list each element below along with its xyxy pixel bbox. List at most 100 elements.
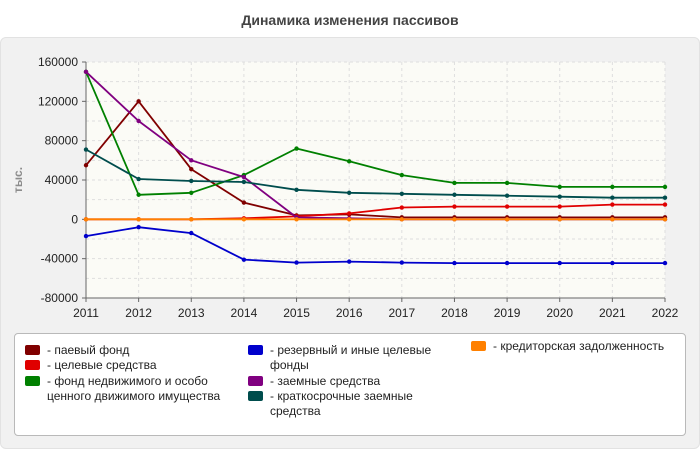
- data-point: [241, 257, 247, 262]
- data-point: [136, 192, 141, 197]
- series-line: [85, 71, 665, 196]
- data-point: [662, 217, 668, 222]
- data-point: [136, 225, 141, 230]
- series-line: [85, 100, 665, 219]
- legend-swatch: [25, 345, 40, 355]
- legend-item[interactable]: - фонд недвижимого и особо ценного движи…: [15, 374, 247, 404]
- x-tick-label: 2011: [73, 306, 99, 320]
- legend-label: - кредиторская задолженность: [493, 339, 665, 353]
- y-tick-label: 80000: [45, 134, 79, 148]
- data-point: [189, 178, 194, 184]
- data-point: [83, 69, 89, 75]
- series-7: [83, 217, 668, 222]
- data-point: [452, 180, 457, 186]
- data-point: [189, 166, 194, 172]
- x-tick-label: 2013: [178, 306, 205, 320]
- data-point: [241, 174, 247, 180]
- data-point: [241, 200, 247, 205]
- y-axis-title: тыс.: [11, 167, 25, 193]
- legend-label: - целевые средства: [47, 358, 157, 372]
- data-point: [399, 217, 405, 222]
- data-point: [557, 184, 562, 190]
- x-tick-label: 2018: [441, 306, 468, 320]
- data-point: [452, 192, 457, 197]
- data-point: [189, 158, 194, 163]
- data-point: [136, 118, 141, 124]
- legend-item[interactable]: - целевые средства: [15, 358, 157, 373]
- legend-item[interactable]: - заемные средства: [238, 374, 380, 389]
- data-point: [294, 217, 299, 222]
- data-point: [504, 260, 510, 266]
- legend-swatch: [248, 345, 263, 355]
- x-tick-label: 2015: [283, 306, 310, 320]
- x-tick-label: 2021: [599, 306, 626, 320]
- series-layer: [83, 69, 668, 266]
- data-point: [504, 180, 510, 186]
- x-tick-label: 2016: [336, 306, 363, 320]
- data-point: [399, 205, 405, 210]
- data-point: [189, 190, 194, 195]
- y-tick-label: -80000: [41, 291, 79, 305]
- chart-title: Динамика изменения пассивов: [241, 12, 459, 28]
- data-point: [83, 147, 89, 152]
- data-point: [662, 195, 668, 200]
- data-point: [610, 260, 615, 266]
- data-point: [346, 159, 352, 164]
- data-point: [557, 204, 562, 209]
- data-point: [241, 217, 247, 222]
- data-point: [399, 260, 405, 265]
- data-point: [399, 191, 405, 196]
- data-point: [610, 217, 615, 222]
- data-point: [662, 202, 668, 207]
- axes: -80000 -40000 0 40000 80000 120000 160000 2011 2…: [11, 55, 679, 320]
- x-tick-label: 2012: [125, 306, 152, 320]
- legend-label: - резервный и иные целевые фонды: [270, 343, 432, 372]
- data-point: [557, 194, 562, 199]
- data-point: [83, 163, 89, 168]
- series-line: [85, 226, 665, 265]
- data-point: [662, 184, 668, 190]
- data-point: [346, 190, 352, 195]
- data-point: [189, 230, 194, 236]
- legend-swatch: [471, 341, 486, 351]
- legend-swatch: [25, 360, 40, 370]
- legend-label: - заемные средства: [270, 374, 381, 388]
- data-point: [504, 217, 510, 222]
- series-4: [83, 225, 668, 266]
- data-point: [136, 99, 141, 104]
- x-tick-label: 2017: [388, 306, 415, 320]
- data-point: [189, 217, 194, 222]
- data-point: [557, 260, 562, 266]
- legend-label: - фонд недвижимого и особо ценного движи…: [47, 374, 221, 403]
- legend-swatch: [248, 376, 263, 386]
- y-tick-label: 40000: [45, 173, 79, 187]
- data-point: [241, 179, 247, 185]
- data-point: [83, 233, 89, 239]
- x-tick-label: 2014: [231, 306, 258, 320]
- legend-item[interactable]: - краткосрочные заемные средства: [238, 389, 460, 419]
- legend-swatch: [25, 376, 40, 386]
- data-point: [452, 260, 457, 266]
- data-point: [83, 217, 89, 222]
- series-6: [83, 147, 668, 200]
- legend-item[interactable]: - резервный и иные целевые фонды: [238, 343, 470, 373]
- y-tick-label: 0: [71, 212, 78, 226]
- data-point: [610, 202, 615, 207]
- x-tick-label: 2019: [494, 306, 521, 320]
- legend: - паевый фонд - целевые средства - фонд не…: [14, 333, 686, 436]
- data-point: [452, 204, 457, 209]
- y-tick-label: -40000: [41, 252, 79, 266]
- legend-swatch: [248, 391, 263, 401]
- legend-item[interactable]: - кредиторская задолженность: [461, 339, 664, 354]
- data-point: [504, 193, 510, 198]
- data-point: [557, 217, 562, 222]
- legend-item[interactable]: - паевый фонд: [15, 343, 129, 358]
- data-point: [136, 176, 141, 182]
- data-point: [346, 259, 352, 264]
- x-tick-label: 2020: [546, 306, 573, 320]
- data-point: [294, 187, 299, 193]
- legend-label: - краткосрочные заемные средства: [270, 389, 413, 418]
- x-tick-label: 2022: [652, 306, 679, 320]
- legend-label: - паевый фонд: [47, 343, 130, 357]
